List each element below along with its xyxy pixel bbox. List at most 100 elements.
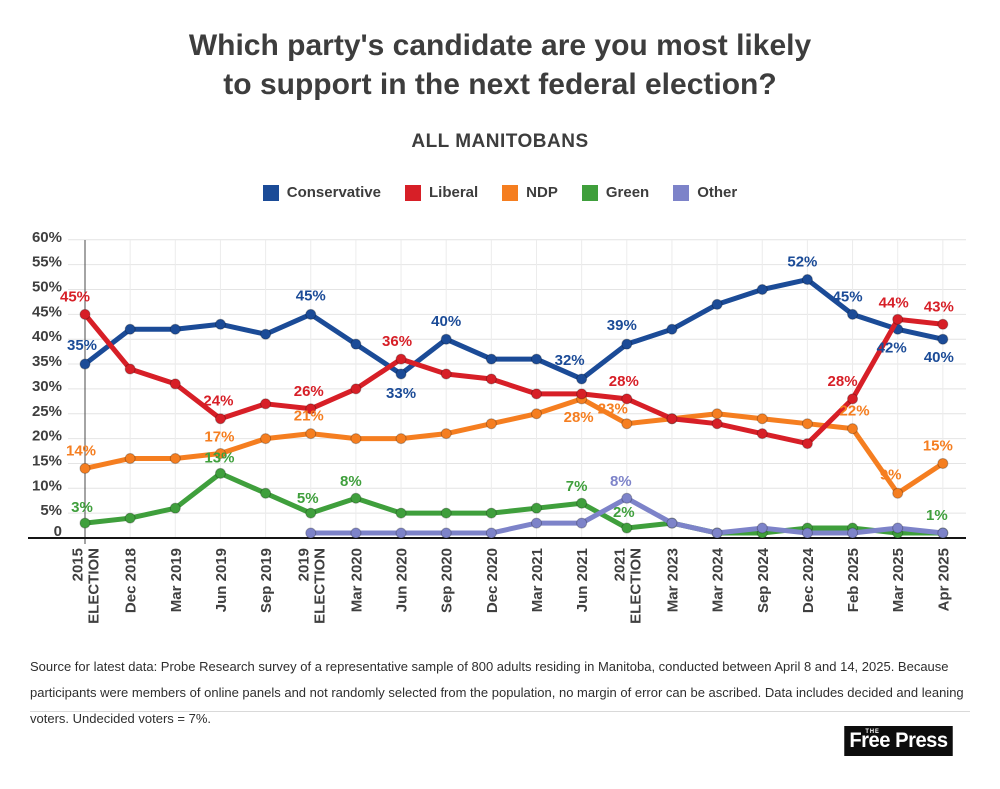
chart-svg: 05%10%15%20%25%30%35%40%45%50%55%60%2015…	[28, 229, 966, 624]
data-point-conservative	[621, 338, 633, 350]
data-point-ndp	[756, 413, 768, 425]
source-note: Source for latest data: Probe Research s…	[30, 659, 964, 726]
data-label-liberal: 24%	[203, 393, 233, 410]
data-point-green	[214, 467, 226, 479]
data-point-ndp	[485, 418, 497, 430]
data-label-conservative: 42%	[877, 339, 907, 356]
data-point-conservative	[576, 373, 588, 385]
data-point-ndp	[305, 428, 317, 440]
y-tick-label: 10%	[32, 477, 62, 494]
data-point-ndp	[440, 428, 452, 440]
data-point-liberal	[666, 413, 678, 425]
data-point-ndp	[169, 452, 181, 464]
page-title: Which party's candidate are you most lik…	[0, 26, 1000, 104]
data-label-liberal: 43%	[924, 298, 954, 315]
data-point-other	[801, 527, 813, 539]
data-point-liberal	[485, 373, 497, 385]
legend-item-label: Conservative	[286, 184, 381, 201]
data-label-liberal: 28%	[828, 373, 858, 390]
data-point-ndp	[350, 433, 362, 445]
chart-legend: Conservative Liberal NDP Green Other	[0, 184, 1000, 201]
x-tick-label: ELECTION	[627, 548, 644, 624]
data-point-other	[621, 492, 633, 504]
data-point-conservative	[169, 323, 181, 335]
series-line-liberal	[82, 311, 946, 447]
data-point-ndp	[937, 457, 949, 469]
data-point-conservative	[124, 323, 136, 335]
x-tick-label: Sep 2019	[258, 548, 275, 613]
y-tick-label: 40%	[32, 328, 62, 345]
logo-name-text: Free Press	[849, 729, 948, 752]
data-point-ndp	[395, 433, 407, 445]
data-point-ndp	[621, 418, 633, 430]
x-tick-label: Dec 2020	[484, 548, 501, 613]
x-tick-label: Sep 2024	[755, 547, 772, 613]
data-point-liberal	[124, 363, 136, 375]
x-tick-label: 2019	[295, 548, 312, 581]
data-point-liberal	[621, 393, 633, 405]
x-tick-label: Jun 2020	[394, 548, 411, 612]
data-label-conservative: 33%	[386, 385, 416, 402]
data-point-green	[485, 507, 497, 519]
legend-item-conservative: Conservative	[262, 184, 381, 201]
data-label-green: 5%	[297, 490, 319, 507]
data-point-conservative	[395, 368, 407, 380]
legend-item-green: Green	[581, 184, 650, 201]
data-label-ndp: 22%	[840, 403, 870, 420]
data-label-conservative: 40%	[431, 313, 461, 330]
data-point-ndp	[531, 408, 542, 420]
data-label-green: 13%	[204, 449, 234, 466]
data-point-liberal	[847, 393, 859, 405]
x-tick-label: 2015	[70, 548, 87, 581]
data-point-liberal	[260, 398, 272, 410]
data-label-conservative: 52%	[787, 254, 817, 271]
y-tick-label: 25%	[32, 403, 62, 420]
y-tick-label: 50%	[32, 279, 62, 296]
data-label-conservative: 35%	[67, 337, 97, 354]
data-point-conservative	[801, 274, 813, 286]
data-point-conservative	[531, 353, 542, 365]
x-tick-label: ELECTION	[86, 548, 103, 624]
data-label-green: 3%	[71, 499, 93, 516]
legend-item-liberal: Liberal	[404, 184, 479, 201]
data-point-conservative	[756, 284, 768, 295]
data-point-ndp	[801, 418, 813, 430]
page-title-line2: to support in the next federal election?	[223, 68, 777, 101]
y-tick-label: 0	[54, 523, 62, 540]
series-line-ndp	[82, 396, 946, 496]
x-tick-label: 2021	[611, 548, 628, 581]
data-point-green	[79, 517, 91, 529]
data-point-conservative	[305, 308, 317, 320]
data-point-conservative	[350, 338, 362, 350]
data-point-liberal	[79, 308, 91, 320]
data-point-green	[350, 492, 362, 504]
y-tick-label: 45%	[32, 303, 62, 320]
data-point-other	[440, 527, 452, 539]
data-point-conservative	[485, 353, 497, 365]
legend-item-label: Liberal	[428, 184, 479, 201]
x-tick-label: Mar 2025	[890, 548, 907, 612]
data-point-conservative	[260, 328, 272, 340]
data-point-conservative	[847, 308, 859, 320]
x-tick-label: Jun 2019	[213, 548, 230, 612]
data-point-liberal	[531, 388, 542, 400]
y-tick-label: 30%	[32, 378, 62, 395]
data-label-conservative: 40%	[924, 349, 954, 366]
data-point-other	[395, 527, 407, 539]
data-point-other	[350, 527, 362, 539]
data-point-green	[621, 522, 633, 534]
x-tick-label: Sep 2020	[439, 548, 456, 613]
x-tick-label: Mar 2024	[710, 547, 727, 612]
data-point-conservative	[937, 333, 949, 345]
data-point-conservative	[440, 333, 452, 345]
data-point-liberal	[892, 313, 904, 325]
data-label-ndp: 17%	[204, 429, 234, 446]
legend-item-other: Other	[673, 184, 737, 201]
legend-item-label: Green	[605, 184, 650, 201]
x-tick-label: Mar 2020	[348, 548, 365, 612]
data-label-ndp: 9%	[880, 466, 902, 483]
x-tick-label: Apr 2025	[935, 548, 952, 611]
data-point-ndp	[79, 462, 91, 474]
logo-the-text: THE	[865, 729, 880, 735]
data-label-liberal: 26%	[294, 383, 324, 400]
